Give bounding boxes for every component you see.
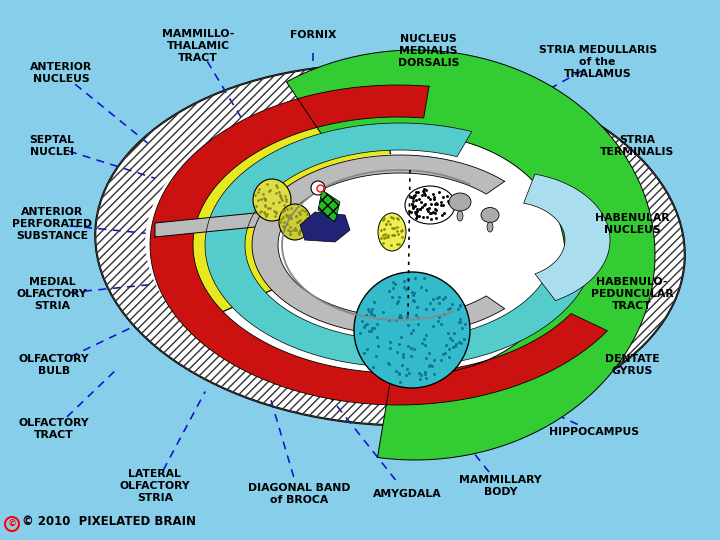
Polygon shape (254, 154, 550, 334)
Polygon shape (163, 110, 392, 322)
Ellipse shape (311, 181, 325, 195)
Ellipse shape (354, 272, 470, 388)
Ellipse shape (487, 222, 493, 232)
Text: MAMMILLO-
THALAMIC
TRACT: MAMMILLO- THALAMIC TRACT (162, 29, 234, 63)
Polygon shape (287, 50, 655, 460)
Text: MEDIAL
OLFACTORY
STRIA: MEDIAL OLFACTORY STRIA (17, 278, 87, 311)
Ellipse shape (449, 193, 471, 211)
Text: ANTERIOR
PERFORATED
SUBSTANCE: ANTERIOR PERFORATED SUBSTANCE (12, 207, 92, 241)
Polygon shape (252, 155, 505, 335)
Text: ANTERIOR
NUCLEUS: ANTERIOR NUCLEUS (30, 62, 92, 84)
Text: FORNIX: FORNIX (290, 30, 336, 40)
Text: DENTATE
GYRUS: DENTATE GYRUS (605, 354, 660, 375)
Ellipse shape (145, 102, 645, 399)
Text: HABENULO-
PEDUNCULAR
TRACT: HABENULO- PEDUNCULAR TRACT (591, 278, 673, 311)
Ellipse shape (481, 207, 499, 222)
Ellipse shape (457, 211, 463, 221)
Text: NUCLEUS
MEDIALIS
DORSALIS: NUCLEUS MEDIALIS DORSALIS (397, 35, 459, 68)
Text: LATERAL
OLFACTORY
STRIA: LATERAL OLFACTORY STRIA (120, 469, 190, 503)
Polygon shape (300, 212, 350, 242)
Ellipse shape (405, 186, 455, 224)
Text: OLFACTORY
TRACT: OLFACTORY TRACT (19, 418, 89, 440)
Polygon shape (150, 85, 608, 405)
Text: SEPTAL
NUCLEI: SEPTAL NUCLEI (30, 135, 74, 157)
Text: AMYGDALA: AMYGDALA (372, 489, 441, 499)
Text: ©: © (7, 519, 17, 529)
Ellipse shape (253, 179, 291, 221)
Text: MAMMILLARY
BODY: MAMMILLARY BODY (459, 475, 541, 497)
Text: OLFACTORY
BULB: OLFACTORY BULB (19, 354, 89, 375)
Polygon shape (523, 174, 610, 301)
Text: © 2010  PIXELATED BRAIN: © 2010 PIXELATED BRAIN (22, 515, 196, 528)
Ellipse shape (378, 213, 406, 251)
Polygon shape (318, 190, 340, 222)
Polygon shape (155, 208, 305, 237)
Ellipse shape (279, 204, 311, 240)
Text: HIPPOCAMPUS: HIPPOCAMPUS (549, 427, 639, 437)
Text: HABENULAR
NUCLEUS: HABENULAR NUCLEUS (595, 213, 670, 235)
Text: DIAGONAL BAND
of BROCA: DIAGONAL BAND of BROCA (248, 483, 350, 505)
Text: STRIA
TERMINALIS: STRIA TERMINALIS (600, 135, 675, 157)
Polygon shape (205, 123, 589, 367)
Text: STRIA MEDULLARIS
of the
THALAMUS: STRIA MEDULLARIS of the THALAMUS (539, 45, 657, 79)
Ellipse shape (95, 65, 685, 426)
